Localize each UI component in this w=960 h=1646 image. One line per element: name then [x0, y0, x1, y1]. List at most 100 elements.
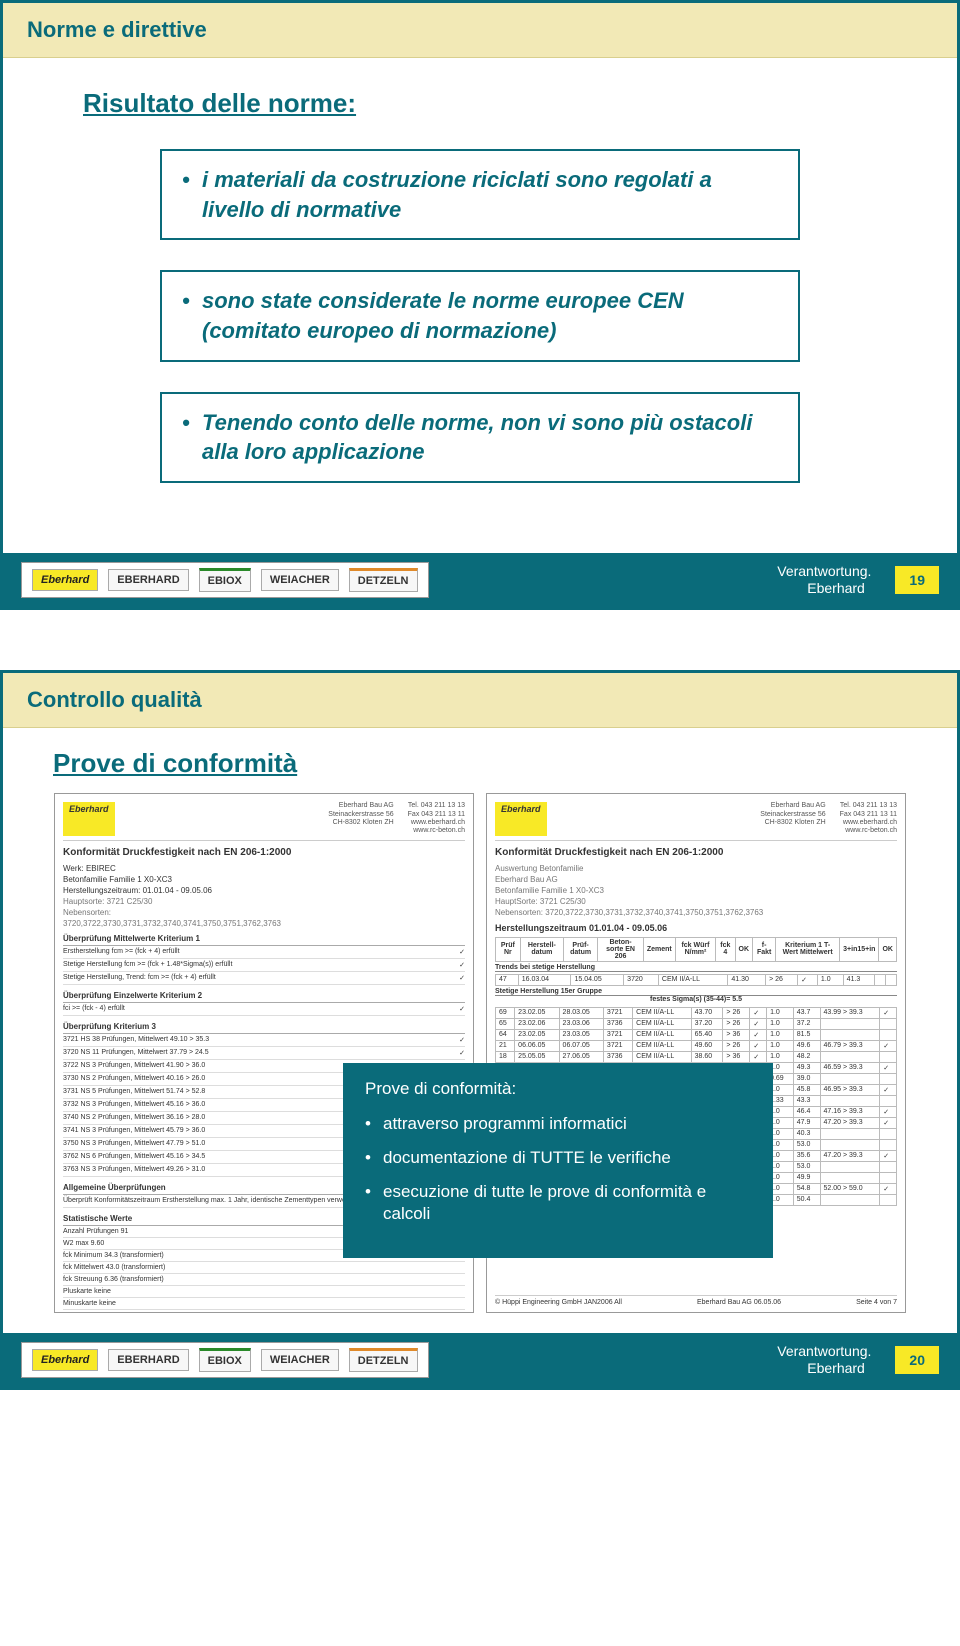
doc-b-header: Eberhard Eberhard Bau AG Steinackerstras…	[495, 802, 897, 841]
check-icon: ✓	[459, 948, 465, 956]
info-box-2: sono state considerate le norme europee …	[160, 270, 800, 361]
addr-street-b: Steinackerstrasse 56	[760, 811, 825, 819]
addr-web2-b: www.rc-beton.ch	[840, 827, 897, 835]
addr-name: Eberhard Bau AG	[328, 802, 393, 810]
check-icon: ✓	[459, 974, 465, 982]
doc-a-sec1: Überprüfung Mittelwerte Kriterium 1	[63, 934, 465, 946]
doc-logo-b: Eberhard	[495, 802, 547, 836]
table-row: 6423.02.0523.03.053721CEM II/A-LL65.40> …	[496, 1029, 897, 1040]
addr-city: CH-8302 Kloten ZH	[328, 819, 393, 827]
addr-fax: Fax 043 211 13 11	[408, 811, 465, 819]
doc-a-header: Eberhard Eberhard Bau AG Steinackerstras…	[63, 802, 465, 841]
stat-row: Pluskarte keine	[63, 1286, 465, 1298]
logo-weiacher-2: WEIACHER	[261, 1349, 339, 1371]
logo-weiacher: WEIACHER	[261, 569, 339, 591]
logo-detzeln-2: DETZELN	[349, 1348, 418, 1372]
doc-a-zeit: Herstellungszeitraum: 01.01.04 - 09.05.0…	[63, 886, 465, 895]
table-row: 2106.06.0506.07.053721CEM II/A-LL49.60> …	[496, 1040, 897, 1051]
slide2-subtitle: Prove di conformità	[33, 748, 927, 779]
doc-a-neben: 3720,3722,3730,3731,3732,3740,3741,3750,…	[63, 919, 465, 928]
doc-a-werk: Werk: EBIREC	[63, 864, 465, 873]
slide1-box1-row: i materiali da costruzione riciclati son…	[43, 149, 917, 240]
check-icon: ✓	[459, 961, 465, 969]
k1c: Stetige Herstellung, Trend: fcm >= (fck …	[63, 974, 216, 982]
addr-name-b: Eberhard Bau AG	[760, 802, 825, 810]
callout-item-3: esecuzione di tutte le prove di conformi…	[365, 1181, 751, 1225]
info-box-1: i materiali da costruzione riciclati son…	[160, 149, 800, 240]
check-icon: ✓	[459, 1005, 465, 1013]
doc-b-zeit: Herstellungszeitraum 01.01.04 - 09.05.06	[495, 923, 897, 933]
page-number-2: 20	[895, 1346, 939, 1374]
addr-fax-b: Fax 043 211 13 11	[840, 811, 897, 819]
doc-b-addr: Eberhard Bau AG Steinackerstrasse 56 CH-…	[760, 802, 897, 836]
page-number-1: 19	[895, 566, 939, 594]
doc-b-table-body: 4716.03.0415.04.053720CEM II/A-LL41.30> …	[495, 974, 897, 986]
doc-a-addr: Eberhard Bau AG Steinackerstrasse 56 CH-…	[328, 802, 465, 836]
doc-b-fam: Betonfamilie Familie 1 X0-XC3	[495, 886, 897, 895]
logo-eberhard-yellow: Eberhard	[32, 569, 98, 591]
table-row: 4716.03.0415.04.053720CEM II/A-LL41.30> …	[496, 974, 897, 985]
slide1-header-bar: Norme e direttive	[3, 3, 957, 58]
logo-ebiox-2: EBIOX	[199, 1348, 251, 1372]
doc-b-foot-l: © Hüppi Engineering GmbH JAN2006 All	[495, 1299, 622, 1306]
table-row: 3721 HS 38 Prüfungen, Mittelwert 49.10 >…	[63, 1034, 465, 1047]
slide-1: Norme e direttive Risultato delle norme:…	[0, 0, 960, 610]
callout-list: attraverso programmi informatici documen…	[365, 1113, 751, 1225]
doc-a-haupt: Hauptsorte: 3721 C25/30	[63, 897, 465, 906]
logo-ebiox: EBIOX	[199, 568, 251, 592]
doc-b-title: Konformität Druckfestigkeit nach EN 206-…	[495, 847, 897, 858]
doc-b-foot-r: Seite 4 von 7	[856, 1299, 897, 1306]
slide1-box3-row: Tenendo conto delle norme, non vi sono p…	[43, 392, 917, 483]
callout-item-1: attraverso programmi informatici	[365, 1113, 751, 1135]
doc-b-firm: Eberhard Bau AG	[495, 875, 897, 884]
doc-b-table: Prüf NrHerstell-datumPrüf-datumBeton-sor…	[495, 937, 897, 962]
doc-b-haupt: HauptSorte: 3721 C25/30	[495, 897, 897, 906]
slide2-body: Prove di conformità Eberhard Eberhard Ba…	[3, 728, 957, 1333]
addr-web1-b: www.eberhard.ch	[840, 819, 897, 827]
doc-b-trend: Trends bei stetige Herstellung	[495, 964, 897, 972]
footer-text: Verantwortung. Eberhard	[777, 563, 871, 597]
footer-line2: Eberhard	[777, 580, 871, 597]
logo-eberhard-yellow-2: Eberhard	[32, 1349, 98, 1371]
footer-right: Verantwortung. Eberhard 19	[777, 563, 939, 597]
stat-row: Minuskarte keine	[63, 1298, 465, 1310]
doc-b-aus: Auswertung Betonfamilie	[495, 864, 897, 873]
info-box-3: Tenendo conto delle norme, non vi sono p…	[160, 392, 800, 483]
footer-text-2: Verantwortung. Eberhard	[777, 1343, 871, 1377]
allg-line: Überprüft Konformitätszeitraum Erstherst…	[63, 1197, 359, 1205]
doc-b-foot-c: Eberhard Bau AG 06.05.06	[697, 1299, 781, 1306]
slide2-header-title: Controllo qualità	[27, 687, 933, 713]
logo-detzeln: DETZELN	[349, 568, 418, 592]
addr-web2: www.rc-beton.ch	[408, 827, 465, 835]
box1-text: i materiali da costruzione riciclati son…	[182, 165, 778, 224]
addr-city-b: CH-8302 Kloten ZH	[760, 819, 825, 827]
k1a: Erstherstellung fcm >= (fck + 4) erfüllt	[63, 948, 180, 956]
slide1-box2-row: sono state considerate le norme europee …	[43, 270, 917, 361]
callout-title: Prove di conformità:	[365, 1079, 751, 1099]
addr-street: Steinackerstrasse 56	[328, 811, 393, 819]
doc-b-crit: Stetige Herstellung 15er Gruppe	[495, 988, 897, 996]
callout-box: Prove di conformità: attraverso programm…	[343, 1063, 773, 1257]
check-icon: ✓	[459, 1049, 465, 1057]
doc-a-neben-label: Nebensorten:	[63, 908, 465, 917]
addr-web1: www.eberhard.ch	[408, 819, 465, 827]
table-row: 3720 NS 11 Prüfungen, Mittelwert 37.79 >…	[63, 1047, 465, 1060]
box3-text: Tenendo conto delle norme, non vi sono p…	[182, 408, 778, 467]
footer-right-2: Verantwortung. Eberhard 20	[777, 1343, 939, 1377]
doc-b-sign: © Hüppi Engineering GmbH JAN2006 All Ebe…	[495, 1295, 897, 1306]
slide-2: Controllo qualità Prove di conformità Eb…	[0, 670, 960, 1390]
doc-a-sec3: Überprüfung Kriterium 3	[63, 1022, 465, 1034]
k2: fci >= (fck - 4) erfüllt	[63, 1005, 125, 1013]
footer-line1-2: Verantwortung.	[777, 1343, 871, 1360]
slide1-footer: Eberhard EBERHARD EBIOX WEIACHER DETZELN…	[3, 553, 957, 607]
doc-logo-a: Eberhard	[63, 802, 115, 836]
logo-eberhard: EBERHARD	[108, 569, 188, 591]
footer-line2-2: Eberhard	[777, 1360, 871, 1377]
slide1-body: Risultato delle norme: i materiali da co…	[3, 58, 957, 553]
callout-item-2: documentazione di TUTTE le verifiche	[365, 1147, 751, 1169]
docs-row: Eberhard Eberhard Bau AG Steinackerstras…	[33, 793, 927, 1313]
doc-a-title: Konformität Druckfestigkeit nach EN 206-…	[63, 847, 465, 858]
stat-row: fck Streuung 6.36 (transformiert)	[63, 1274, 465, 1286]
slide2-footer: Eberhard EBERHARD EBIOX WEIACHER DETZELN…	[3, 1333, 957, 1387]
doc-a-fam: Betonfamilie Familie 1 X0-XC3	[63, 875, 465, 884]
